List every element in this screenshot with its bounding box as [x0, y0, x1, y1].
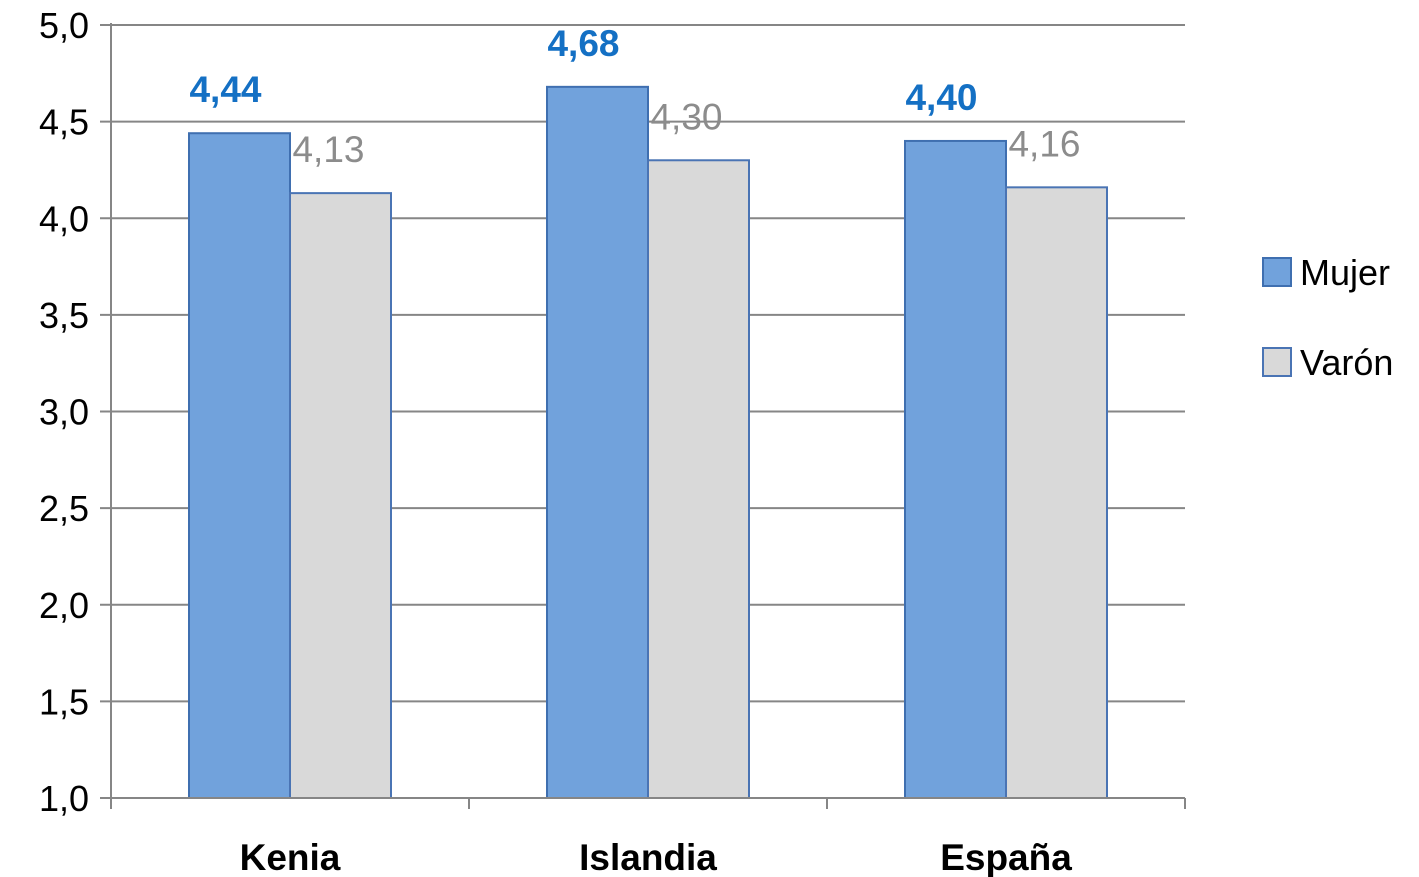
- data-label: 4,30: [650, 96, 722, 137]
- y-tick-label: 1,5: [39, 681, 89, 722]
- axes: [100, 23, 1186, 809]
- bar-varón-españa: [1005, 186, 1108, 799]
- y-tick-label: 2,0: [39, 585, 89, 626]
- y-tick-label: 5,0: [39, 5, 89, 46]
- legend-swatch-varón: [1262, 347, 1292, 377]
- legend-swatch-mujer: [1262, 257, 1292, 287]
- data-label: 4,40: [905, 77, 977, 118]
- y-tick-label: 4,0: [39, 198, 89, 239]
- y-tick-label: 1,0: [39, 778, 89, 819]
- y-tick-labels: 1,0 1,5 2,0 2,5 3,0 3,5 4,0 4,5 5,0: [39, 5, 89, 819]
- bars: [188, 85, 1108, 800]
- legend-label: Varón: [1300, 342, 1393, 383]
- y-tick-label: 3,5: [39, 295, 89, 336]
- legend-label: Mujer: [1300, 252, 1390, 293]
- data-label: 4,16: [1008, 123, 1080, 164]
- legend: Mujer Varón: [1262, 252, 1393, 383]
- x-category-label: España: [940, 837, 1072, 877]
- y-tick-label: 4,5: [39, 102, 89, 143]
- bar-varón-islandia: [647, 159, 750, 799]
- y-tick-label: 3,0: [39, 392, 89, 433]
- x-category-label: Islandia: [579, 837, 717, 877]
- bar-varón-kenia: [289, 192, 392, 799]
- data-label: 4,68: [547, 23, 619, 64]
- x-category-labels: Kenia Islandia España: [240, 837, 1073, 877]
- data-label: 4,44: [189, 69, 261, 110]
- bar-mujer-españa: [904, 139, 1007, 799]
- y-tick-label: 2,5: [39, 488, 89, 529]
- bar-mujer-islandia: [546, 85, 649, 799]
- bar-mujer-kenia: [188, 132, 291, 800]
- data-labels: 4,44 4,13 4,68 4,30 4,40 4,16: [189, 23, 1080, 170]
- x-category-label: Kenia: [240, 837, 341, 877]
- data-label: 4,13: [292, 129, 364, 170]
